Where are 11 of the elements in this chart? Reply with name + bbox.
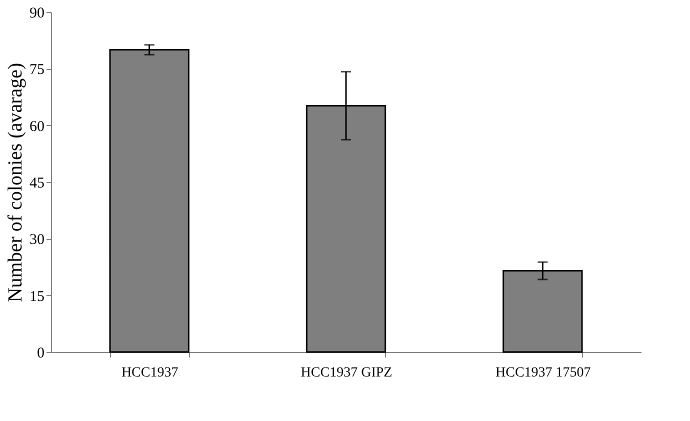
- y-tick-label: 75: [30, 62, 44, 78]
- y-tick-label: 60: [30, 118, 44, 135]
- y-tick-label: 45: [30, 176, 44, 192]
- y-tick-label: 15: [30, 288, 44, 305]
- y-tick-label: 0: [37, 346, 44, 362]
- y-tick-label: 90: [30, 6, 44, 22]
- y-tick-label: 30: [30, 232, 44, 248]
- y-axis-title: Number of colonies (avarage): [4, 62, 26, 302]
- x-tick-label: HCC1937: [121, 366, 178, 380]
- x-tick-label: HCC1937 17507: [496, 366, 591, 380]
- x-tick-label: HCC1937 GIPZ: [300, 366, 392, 380]
